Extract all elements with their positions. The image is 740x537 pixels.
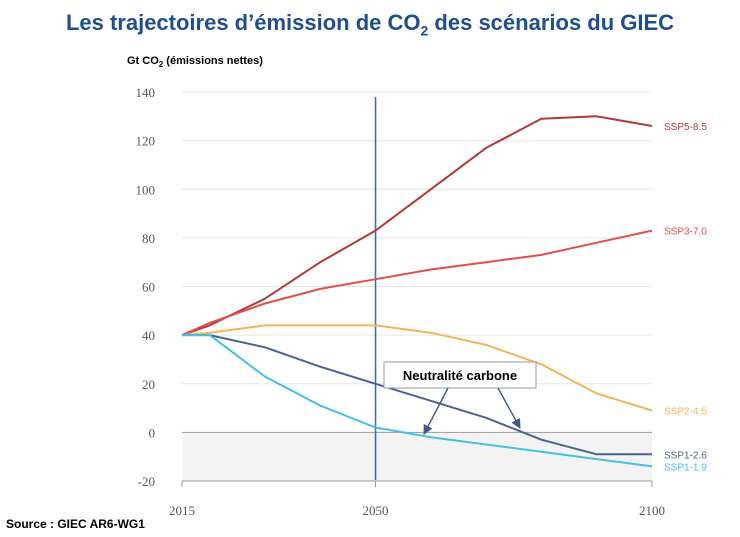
annotation-text: Neutralité carbone bbox=[403, 368, 517, 383]
x-tick-label: 2050 bbox=[363, 503, 389, 518]
annotation-box bbox=[383, 361, 537, 389]
annotation-arrow-left bbox=[423, 387, 449, 435]
series-label: SSP3-7.0 bbox=[664, 227, 707, 238]
x-tick-label: 2015 bbox=[169, 503, 195, 518]
chart-title: Les trajectoires d’émission de CO2 des s… bbox=[65, 10, 675, 39]
series-line-ssp3-7-0 bbox=[181, 229, 653, 337]
y-tick-label: 100 bbox=[136, 182, 156, 197]
series-line-ssp5-8-5 bbox=[181, 115, 653, 337]
series-label: SSP5-8.5 bbox=[664, 122, 707, 133]
y-tick-label: 140 bbox=[136, 85, 156, 100]
y-tick-label: 0 bbox=[149, 425, 156, 440]
y-axis-label: Gt CO2 (émissions nettes) bbox=[127, 55, 263, 70]
x-tick-label: 2100 bbox=[639, 503, 665, 518]
y-tick-label: -20 bbox=[138, 474, 155, 489]
series-label: SSP1-1.9 bbox=[664, 462, 707, 473]
y-tick-label: 120 bbox=[136, 134, 156, 149]
y-tick-label: 20 bbox=[142, 377, 155, 392]
annotation-arrow-right bbox=[497, 387, 521, 429]
series-line-ssp1-2-6 bbox=[182, 334, 652, 456]
y-tick-label: 80 bbox=[142, 231, 155, 246]
series-label: SSP1-2.6 bbox=[664, 450, 707, 461]
y-tick-label: 40 bbox=[142, 328, 155, 343]
series-line-ssp2-4-5 bbox=[181, 324, 653, 412]
series-label: SSP2-4.5 bbox=[664, 406, 707, 417]
source-note: Source : GIEC AR6-WG1 bbox=[6, 517, 145, 531]
y-tick-label: 60 bbox=[142, 280, 155, 295]
series-line-ssp1-1-9 bbox=[182, 334, 653, 468]
